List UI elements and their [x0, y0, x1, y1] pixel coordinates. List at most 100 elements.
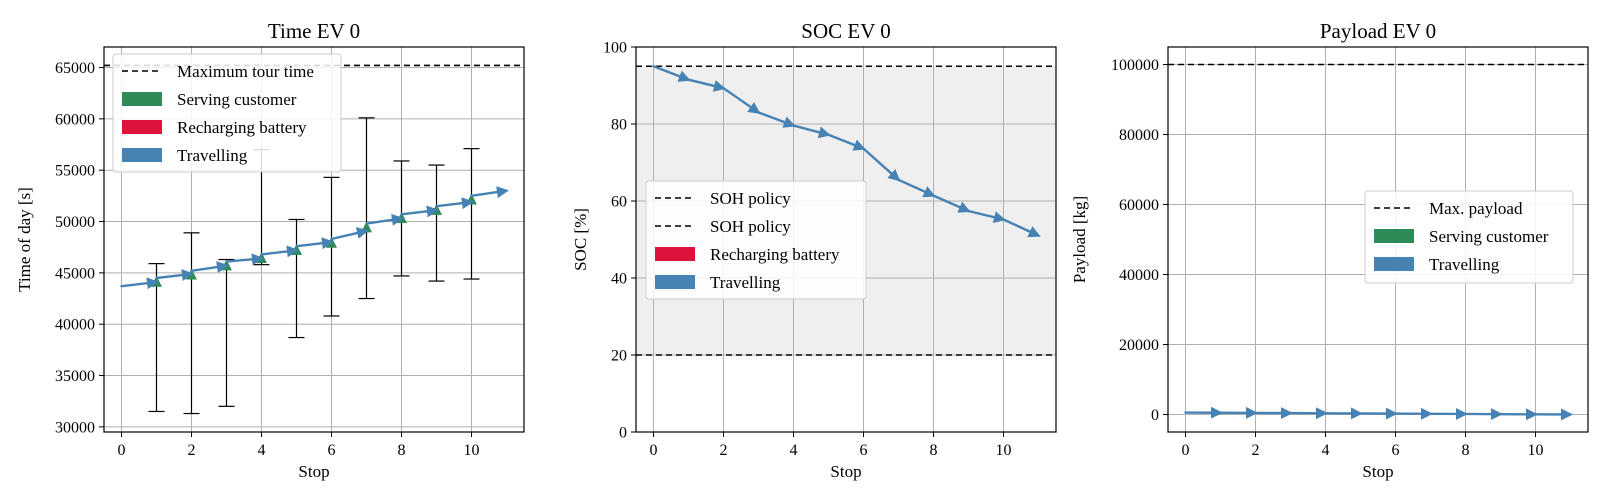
travel-segment: [652, 65, 691, 82]
travel-segment: [225, 253, 264, 266]
x-tick-label: 6: [328, 442, 336, 459]
y-axis-label: SOC [%]: [571, 208, 590, 271]
x-tick-label: 10: [996, 442, 1012, 459]
legend-label: Maximum tour time: [177, 62, 314, 81]
y-tick-label: 80: [611, 117, 627, 134]
travel-segment: [120, 277, 159, 290]
y-tick-label: 35000: [55, 368, 95, 385]
legend-label: Travelling: [177, 146, 248, 165]
x-tick-label: 2: [188, 442, 196, 459]
x-tick-label: 0: [1182, 442, 1190, 459]
y-tick-label: 0: [619, 425, 627, 442]
legend-label: Recharging battery: [710, 245, 840, 264]
time-window: [428, 164, 445, 282]
y-tick-label: 20: [611, 348, 627, 365]
travel-segment: [827, 133, 866, 151]
y-tick-label: 100000: [1111, 57, 1159, 74]
travel-segment: [400, 205, 439, 218]
y-tick-label: 45000: [55, 265, 95, 282]
travel-segment: [330, 227, 369, 241]
x-tick-label: 8: [1462, 442, 1470, 459]
legend: Max. payload Serving customer Travelling: [1364, 190, 1574, 284]
y-axis-label: Payload [kg]: [1070, 196, 1089, 283]
legend-box: [645, 180, 867, 300]
x-tick-label: 4: [1322, 442, 1330, 459]
travel-segment: [967, 209, 1006, 224]
x-tick-label: 6: [1392, 442, 1400, 459]
x-tick-label: 10: [464, 442, 480, 459]
time-window: [183, 232, 200, 415]
legend-handle-patch: [1374, 229, 1414, 243]
chart-title: Payload EV 0: [1320, 19, 1436, 43]
y-tick-label: 50000: [55, 214, 95, 231]
legend-label: SOH policy: [710, 217, 791, 236]
x-tick-label: 2: [1252, 442, 1260, 459]
x-tick-label: 8: [398, 442, 406, 459]
travel-segment: [862, 147, 901, 182]
travel-segment: [757, 111, 796, 128]
chart-title: SOC EV 0: [801, 19, 890, 43]
legend-label: Recharging battery: [177, 118, 307, 137]
y-tick-label: 20000: [1119, 337, 1159, 354]
travel-segment: [687, 78, 726, 92]
x-tick-label: 4: [258, 442, 266, 459]
y-tick-label: 0: [1151, 407, 1159, 424]
legend-label: Travelling: [710, 273, 781, 292]
y-tick-label: 40000: [1119, 267, 1159, 284]
legend-label: Serving customer: [1429, 227, 1549, 246]
legend-label: Travelling: [1429, 255, 1500, 274]
travel-segment: [722, 86, 761, 114]
axes-frame: [1167, 46, 1589, 433]
legend-handle-patch: [122, 148, 162, 162]
travel-segment: [155, 269, 194, 281]
y-axis-label: Time of day [s]: [15, 187, 34, 292]
x-tick-label: 4: [790, 442, 798, 459]
y-tick-label: 40: [611, 271, 627, 288]
time-window: [218, 258, 235, 407]
legend-handle-patch: [122, 120, 162, 134]
travel-segment: [897, 178, 936, 198]
travel-segment: [260, 245, 299, 258]
travel-segment: [932, 194, 971, 213]
y-tick-label: 80000: [1119, 127, 1159, 144]
y-tick-label: 30000: [55, 419, 95, 436]
time-window: [288, 218, 305, 339]
axes-frame: [635, 46, 1057, 433]
legend-handle-patch: [1374, 257, 1414, 271]
y-tick-label: 100: [603, 40, 627, 57]
chart-panel-0: 0 2 4 6 8 10 30000 35000 40000 45000 50000 55000 600…: [15, 19, 525, 481]
x-axis-label: Stop: [830, 462, 861, 481]
travel-segment: [365, 213, 404, 226]
y-tick-label: 65000: [55, 60, 95, 77]
legend-label: Max. payload: [1429, 199, 1523, 218]
legend-handle-patch: [655, 247, 695, 261]
travel-segment: [792, 124, 831, 139]
legend-handle-patch: [122, 92, 162, 106]
x-tick-label: 6: [860, 442, 868, 459]
travel-segment: [435, 197, 474, 210]
legend: Maximum tour time Serving customer Recharg…: [112, 53, 342, 173]
travel-segment: [1002, 218, 1041, 238]
x-tick-label: 8: [930, 442, 938, 459]
y-tick-label: 40000: [55, 317, 95, 334]
time-window: [463, 148, 480, 280]
x-tick-label: 10: [1528, 442, 1544, 459]
y-tick-label: 60000: [1119, 197, 1159, 214]
y-tick-label: 55000: [55, 163, 95, 180]
time-window: [323, 176, 340, 317]
travel-segment: [190, 261, 229, 274]
legend-box: [112, 53, 342, 173]
legend-handle-patch: [655, 275, 695, 289]
x-axis-label: Stop: [1362, 462, 1393, 481]
axes-frame: [103, 46, 525, 433]
travel-segment: [295, 237, 334, 250]
x-tick-label: 2: [720, 442, 728, 459]
time-window: [148, 263, 165, 413]
x-axis-label: Stop: [298, 462, 329, 481]
x-tick-label: 0: [118, 442, 126, 459]
chart-panel-2: 0 2 4 6 8 10 0 20000 40000 60000 80000 100000 Payloa…: [1070, 19, 1589, 481]
y-tick-label: 60: [611, 194, 627, 211]
legend-label: SOH policy: [710, 189, 791, 208]
